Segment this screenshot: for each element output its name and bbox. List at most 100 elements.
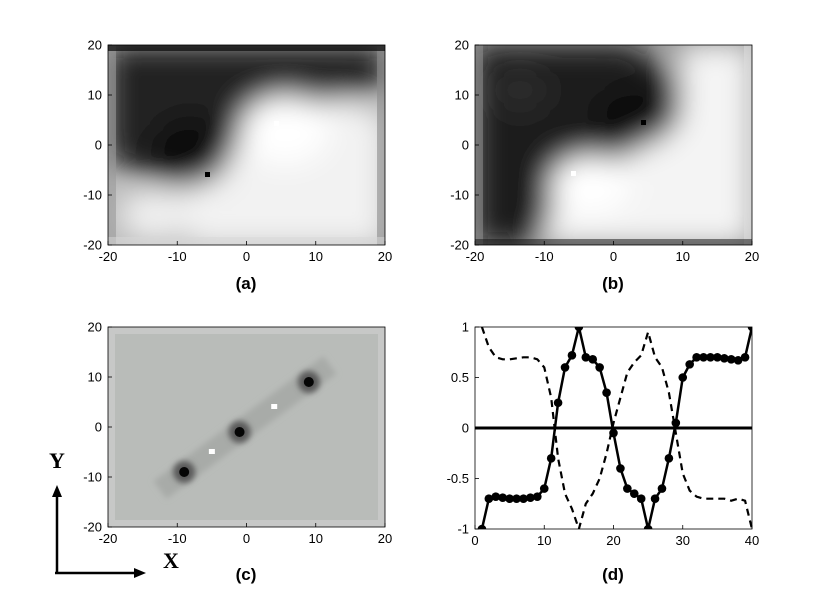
data-point — [747, 327, 752, 332]
y-tick-label: 0.5 — [451, 370, 469, 385]
data-point — [713, 353, 722, 362]
data-point — [539, 484, 549, 493]
xy-axis-indicator: Y X — [49, 448, 179, 578]
data-point — [526, 493, 535, 502]
x-axis-letter: X — [163, 548, 179, 573]
heatmap-b — [475, 45, 752, 245]
x-tick-label: 20 — [378, 531, 392, 546]
bright-spot — [208, 449, 215, 454]
panel-d: 0 10 20 30 40 1 0.5 0 -0.5 -1 (d) — [447, 320, 760, 585]
y-tick-label: 10 — [88, 88, 102, 103]
x-tick-label: -10 — [535, 249, 554, 264]
x-tick-label: 0 — [610, 249, 617, 264]
data-point — [581, 353, 591, 362]
line-plot-d — [475, 327, 752, 529]
data-point — [733, 356, 743, 365]
y-tick-label: 1 — [462, 320, 469, 335]
x-tick-label: 10 — [309, 249, 323, 264]
caption-a: (a) — [236, 274, 257, 293]
data-point — [484, 494, 494, 504]
axes-b-ticks: -20 -10 0 10 20 20 10 0 -10 -20 — [450, 38, 759, 265]
x-tick-label: 0 — [243, 531, 250, 546]
data-point — [560, 363, 570, 372]
data-point — [692, 353, 701, 362]
data-point — [533, 492, 542, 501]
panel-b: -20 -10 0 10 20 20 10 0 -10 -20 (b) — [450, 38, 759, 294]
data-point — [699, 353, 708, 362]
data-point — [616, 464, 625, 473]
data-point — [546, 454, 556, 463]
x-tick-label: 40 — [745, 533, 759, 548]
x-tick-label: 0 — [243, 249, 250, 264]
data-point — [720, 354, 729, 363]
data-point — [740, 353, 750, 362]
y-tick-label: 0 — [462, 421, 469, 436]
dashed-series-line — [480, 327, 752, 529]
data-point — [678, 373, 688, 382]
x-tick-label: 30 — [676, 533, 690, 548]
y-tick-label: 20 — [455, 38, 469, 53]
data-point — [477, 524, 487, 529]
data-point — [657, 484, 667, 493]
data-point — [553, 398, 563, 408]
y-tick-label: -10 — [83, 188, 102, 203]
caption-c: (c) — [236, 565, 257, 584]
x-tick-label: 0 — [471, 533, 478, 548]
panel-a: -20 -10 0 10 20 20 10 0 -10 -20 (a) — [83, 38, 392, 294]
x-tick-label: 20 — [378, 249, 392, 264]
bright-spot — [271, 404, 278, 409]
data-point — [650, 494, 660, 504]
dark-spot — [303, 377, 314, 387]
data-point — [512, 494, 521, 504]
y-tick-label: -1 — [457, 522, 469, 537]
data-point — [595, 363, 604, 372]
y-tick-label: 0 — [95, 138, 102, 153]
data-point — [574, 327, 584, 332]
y-tick-label: -20 — [450, 238, 469, 253]
data-point — [643, 524, 653, 529]
x-tick-label: -20 — [466, 249, 485, 264]
y-tick-label: -10 — [450, 188, 469, 203]
y-tick-label: -20 — [83, 520, 102, 535]
y-tick-label: -0.5 — [447, 471, 469, 486]
axes-c-ticks: -20 -10 0 10 20 20 10 0 -10 -20 — [83, 320, 392, 547]
y-tick-label: 0 — [462, 138, 469, 153]
x-tick-label: -20 — [99, 531, 118, 546]
y-tick-label: -10 — [83, 470, 102, 485]
data-point — [567, 350, 577, 360]
x-tick-label: -10 — [168, 531, 187, 546]
data-point — [685, 360, 694, 369]
data-point — [519, 494, 528, 504]
x-tick-label: 20 — [606, 533, 620, 548]
panel-c: -20 -10 0 10 20 20 10 0 -10 -20 (c) — [83, 320, 392, 585]
heatmap-c — [108, 327, 385, 527]
y-tick-label: -20 — [83, 238, 102, 253]
y-tick-label: 20 — [88, 38, 102, 53]
heatmap-a — [108, 45, 385, 245]
data-point — [602, 388, 611, 397]
x-tick-label: 10 — [309, 531, 323, 546]
data-point — [706, 353, 715, 362]
y-tick-label: 0 — [95, 420, 102, 435]
x-tick-label: -20 — [99, 249, 118, 264]
data-point — [588, 355, 598, 364]
x-tick-label: 20 — [745, 249, 759, 264]
axes-a-ticks: -20 -10 0 10 20 20 10 0 -10 -20 — [83, 38, 392, 265]
data-point — [629, 489, 639, 498]
x-tick-label: 10 — [537, 533, 551, 548]
y-tick-label: 10 — [455, 88, 469, 103]
dark-spot — [179, 467, 190, 477]
y-arrow-head — [52, 485, 62, 497]
x-arrow-head — [134, 568, 146, 578]
y-tick-label: 20 — [88, 320, 102, 335]
data-point — [505, 494, 514, 504]
caption-b: (b) — [602, 274, 624, 293]
data-point — [726, 355, 736, 364]
spots-c — [173, 371, 320, 483]
data-point — [623, 484, 632, 493]
dark-spot — [234, 427, 245, 437]
x-tick-label: -10 — [168, 249, 187, 264]
y-tick-label: 10 — [88, 370, 102, 385]
data-point — [636, 494, 646, 504]
